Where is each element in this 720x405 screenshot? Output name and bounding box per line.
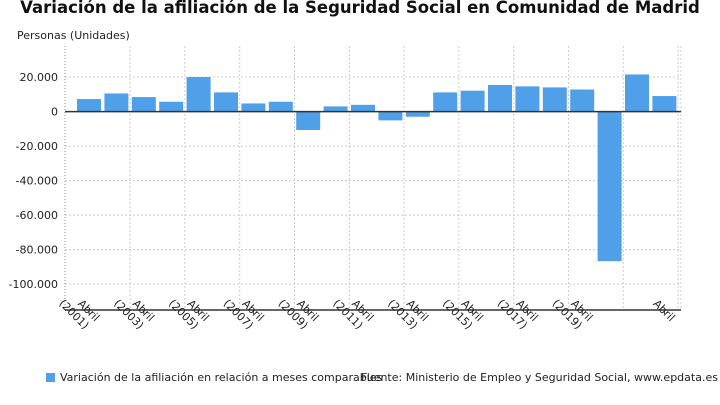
bar <box>268 101 293 112</box>
bar <box>460 90 485 112</box>
bar <box>241 103 266 112</box>
x-tick-label: Abril(2011) <box>330 288 376 334</box>
bar <box>597 111 622 262</box>
x-tick-label: Abril(2017) <box>495 288 541 334</box>
x-tick-label: Abril(2009) <box>276 288 322 334</box>
bar <box>104 93 129 112</box>
y-axis-label: Personas (Unidades) <box>17 29 130 42</box>
y-tick-label: -80.000 <box>16 244 58 257</box>
x-tick-label: Abril(2007) <box>221 288 267 334</box>
bar <box>625 74 649 112</box>
y-tick-label: -60.000 <box>16 209 58 222</box>
bar <box>351 104 375 112</box>
legend: Variación de la afiliación en relación a… <box>46 371 382 384</box>
bar <box>652 96 677 112</box>
y-tick-label: -100.000 <box>9 278 58 291</box>
bar <box>405 111 430 117</box>
bar <box>296 111 321 131</box>
bar <box>542 87 567 112</box>
bar <box>186 77 211 112</box>
bar <box>570 89 595 112</box>
x-tick-label: Abril(2013) <box>385 288 431 334</box>
bar <box>433 92 458 112</box>
source-note: Fuente: Ministerio de Empleo y Seguridad… <box>361 371 718 384</box>
legend-swatch <box>46 373 55 382</box>
legend-label: Variación de la afiliación en relación a… <box>60 371 383 384</box>
y-tick-label: -20.000 <box>16 140 58 153</box>
x-tick-label: Abril(2005) <box>166 288 212 334</box>
x-tick-label: Abril(2003) <box>111 288 157 334</box>
bar <box>323 106 348 112</box>
bar <box>378 111 403 121</box>
x-tick-label: Abril(2015) <box>440 288 486 334</box>
bar <box>131 97 156 112</box>
x-tick-label: Abril(2001) <box>56 288 102 334</box>
chart-title: Variación de la afiliación de la Segurid… <box>20 0 700 17</box>
bar <box>488 84 512 112</box>
bar <box>77 99 101 112</box>
y-tick-label: 0 <box>51 106 58 119</box>
bar <box>159 101 184 112</box>
y-tick-label: 20.000 <box>20 71 59 84</box>
x-tick-label: Abril(2019) <box>550 288 596 334</box>
y-tick-label: -40.000 <box>16 175 58 188</box>
bar <box>214 92 238 112</box>
bar <box>515 86 540 112</box>
